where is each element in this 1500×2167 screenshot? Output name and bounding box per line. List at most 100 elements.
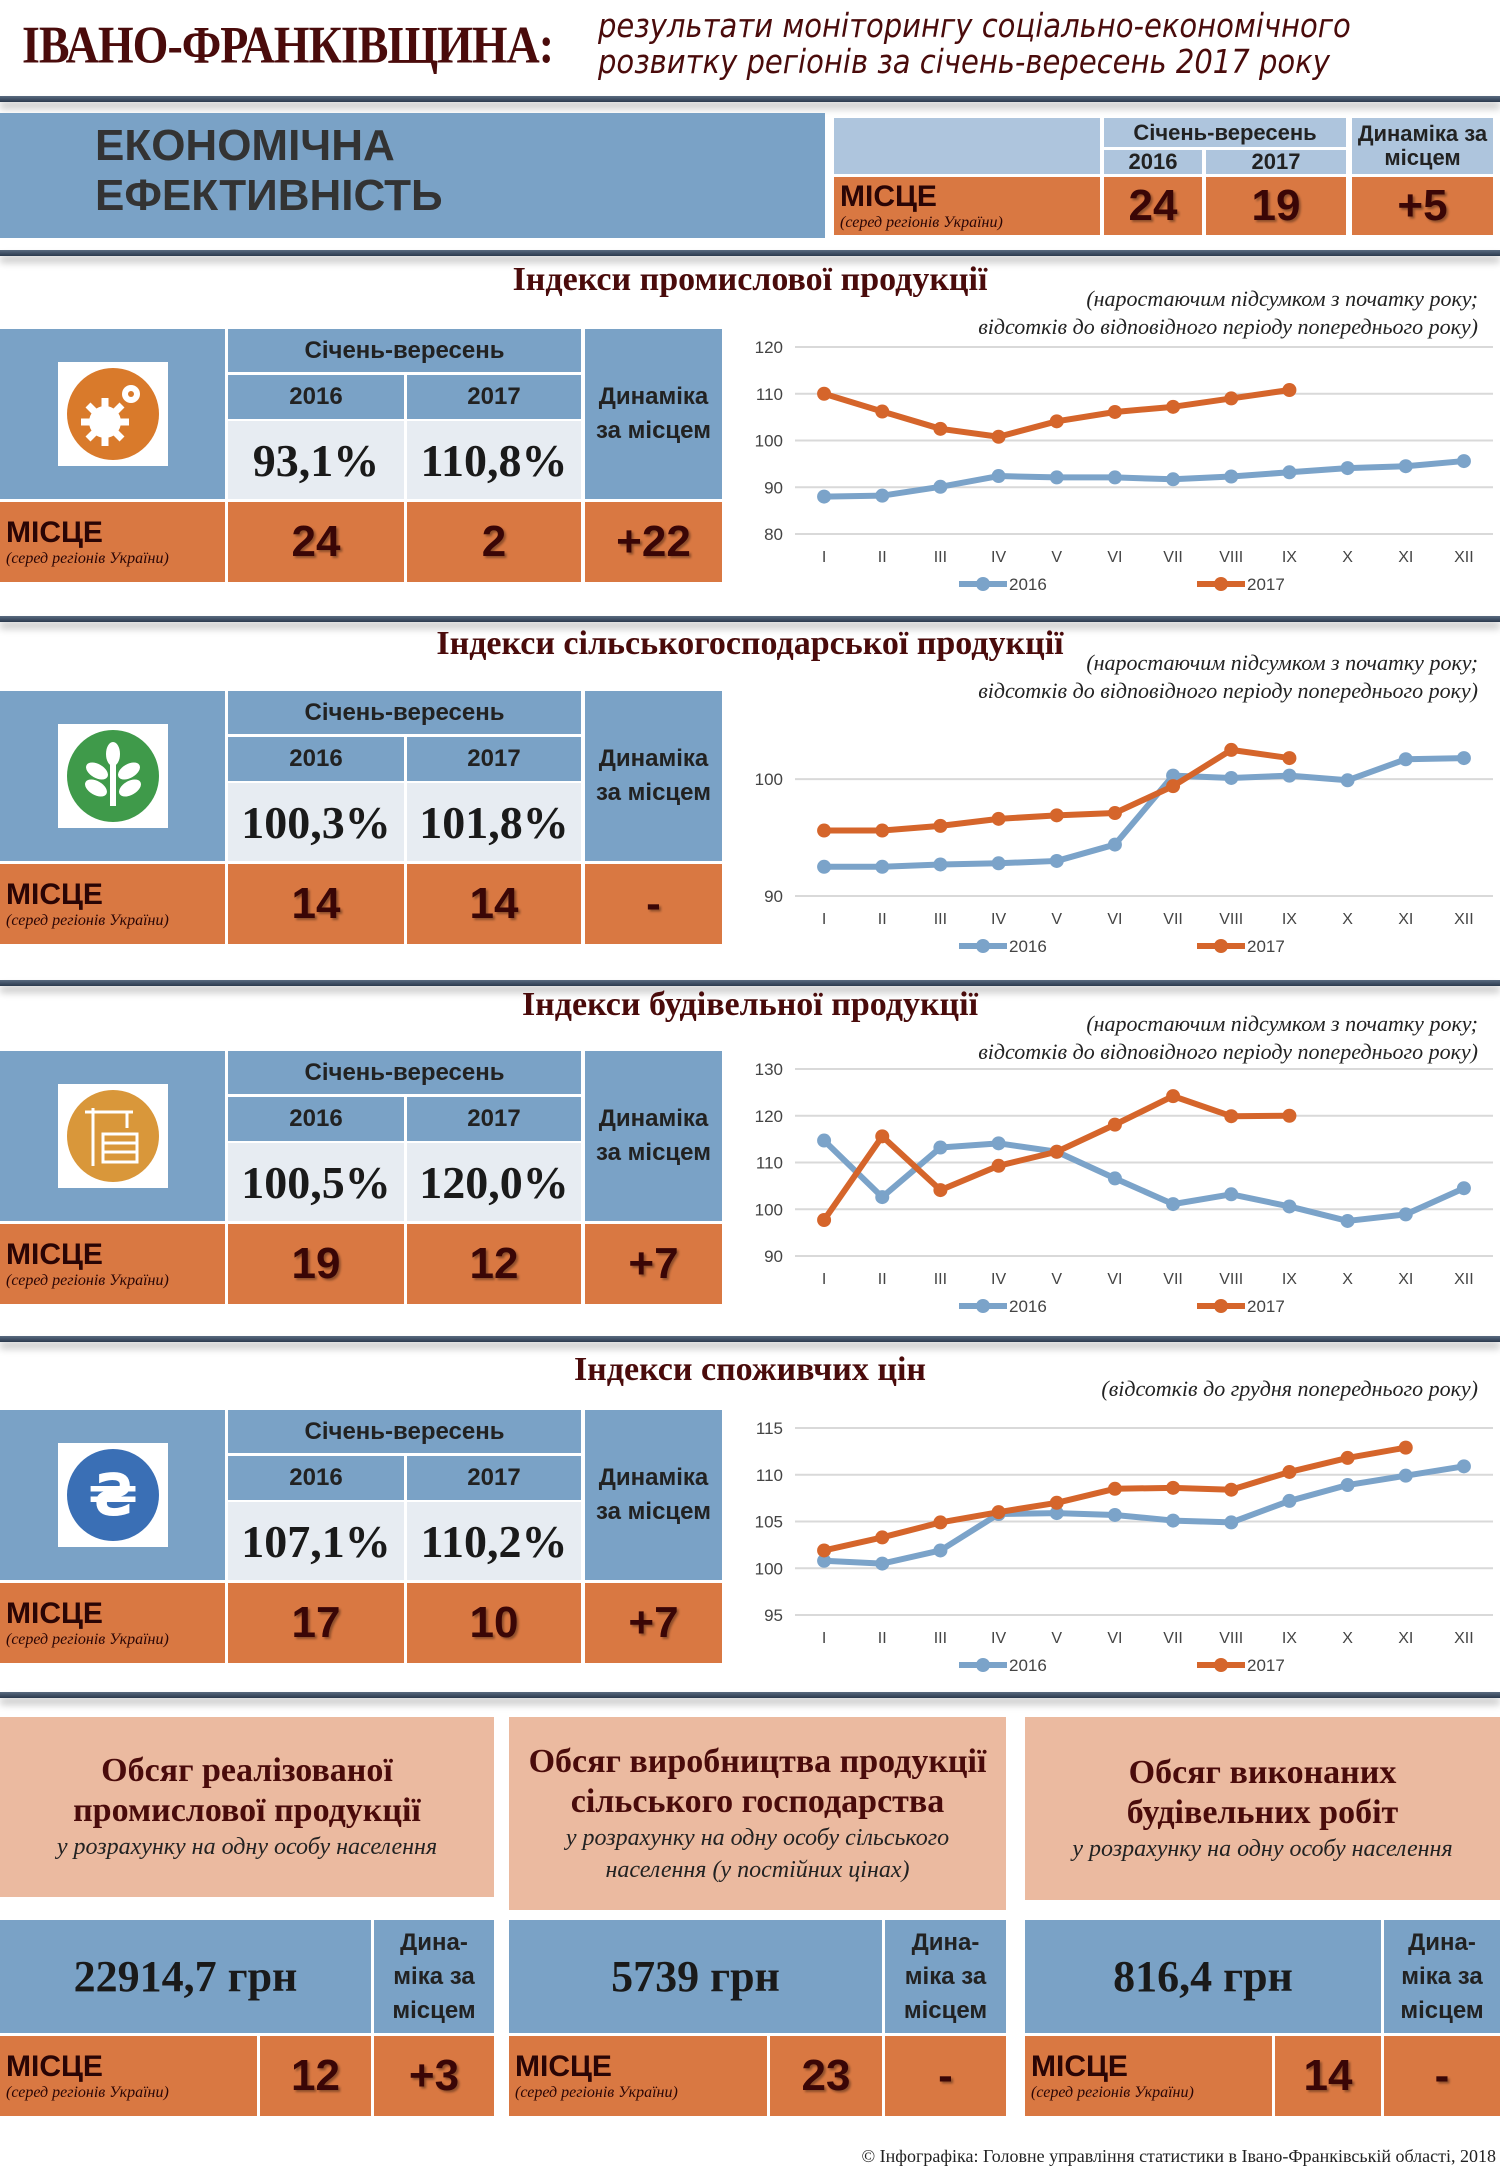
data-point-2017 [1282,1464,1297,1479]
x-tick-label: VI [1107,1271,1122,1288]
legend-label: 2016 [1009,1656,1047,1675]
place-label-cell: МІСЦЕ (серед регіонів України) [0,502,225,582]
year-2017-header: 2017 [407,375,581,419]
indicator-title: Обсяг реалізованої промислової продукції [73,1752,421,1829]
x-tick-label: IV [991,1630,1006,1647]
series-line-2017 [823,387,1290,440]
data-point-2016 [1456,751,1471,766]
legend-label: 2017 [1247,1656,1285,1675]
data-point-2017 [875,823,890,838]
section-note: (наростаючим підсумком з початку року; ві… [978,649,1478,705]
economy-title-line-2: ЕФЕКТИВНІСТЬ [95,171,443,220]
data-point-2017 [1224,391,1239,406]
dynamics-header: Дина-міка за місцем [1384,1920,1500,2033]
x-tick-label: IX [1282,1271,1297,1288]
place-2017: 10 [407,1583,581,1663]
x-tick-label: IV [991,1271,1006,1288]
place-note: (серед регіонів України) [840,214,1003,231]
place-2016: 14 [228,864,404,944]
x-tick-label: VII [1163,1630,1183,1647]
data-point-2017 [933,1515,948,1530]
place-label: МІСЦЕ [6,878,103,911]
data-point-2017 [1282,1108,1297,1123]
data-point-2017 [875,1129,890,1144]
value-2017: 120,0% [407,1143,581,1221]
indicator-title: Обсяг виробництва продукції сільського г… [528,1742,987,1820]
period-header: Січень-вересень [228,329,581,372]
data-point-2017 [1166,1089,1181,1104]
svg-text:₴: ₴ [88,1461,138,1529]
place-label: МІСЦЕ [6,1597,103,1630]
data-point-2016 [1456,1459,1471,1474]
x-tick-label: V [1051,1630,1062,1647]
data-point-2016 [1224,1515,1239,1530]
economy-year-2017: 2017 [1206,149,1346,174]
section-title: Індекси споживчих цін [573,1351,927,1388]
x-tick-label: V [1051,911,1062,928]
data-point-2016 [1107,837,1122,852]
divider [0,980,1500,986]
year-2016-header: 2016 [228,1456,404,1500]
value-2016: 100,5% [228,1143,404,1221]
x-tick-label: VI [1107,549,1122,566]
data-point-2017 [1224,1482,1239,1497]
place-dynamics: - [1384,2036,1500,2116]
legend-label: 2016 [1009,1297,1047,1316]
divider [0,616,1500,622]
place-dynamics: +7 [585,1224,722,1304]
x-tick-label: I [822,911,826,928]
x-tick-label: VI [1107,1630,1122,1647]
year-2017-header: 2017 [407,1097,581,1141]
value-2017: 110,2% [407,1502,581,1580]
section-title: Індекси промислової продукції [512,261,988,298]
data-point-2016 [991,469,1006,484]
y-tick-label: 110 [756,1466,783,1485]
period-header: Січень-вересень [228,1410,581,1453]
section-note-line-1: (наростаючим підсумком з початку року; [1086,286,1478,311]
place-note: (серед регіонів України) [6,912,169,929]
x-tick-label: VI [1107,911,1122,928]
dynamics-header: Динаміка за місцем [585,1051,722,1221]
section-note-line-2: відсотків до відповідного періоду попере… [978,1039,1478,1064]
place-note: (серед регіонів України) [1031,2084,1194,2101]
legend-marker [976,577,990,591]
data-point-2017 [817,823,832,838]
data-point-2017 [875,1530,890,1545]
data-point-2016 [1340,773,1355,788]
data-point-2017 [933,1183,948,1198]
value-2016: 100,3% [228,783,404,861]
series-line-2016 [824,458,1465,500]
data-point-2016 [1107,1507,1122,1522]
section-note-line-1: (наростаючим підсумком з початку року; [1086,650,1478,675]
data-point-2017 [1107,1117,1122,1132]
data-point-2017 [817,386,832,401]
economy-place-dynamics: +5 [1352,177,1493,235]
series-line-2017 [823,1444,1407,1554]
y-tick-label: 100 [755,1200,783,1219]
place-label: МІСЦЕ [840,180,937,213]
x-tick-label: VIII [1219,549,1243,566]
data-point-2016 [1456,454,1471,469]
data-point-2016 [1340,1213,1355,1228]
data-point-2016 [875,1190,890,1205]
place-2016: 24 [228,502,404,582]
dynamics-header: Дина-міка за місцем [885,1920,1006,2033]
x-tick-label: III [934,1630,947,1647]
data-point-2016 [991,856,1006,871]
bottom-indicator-header: Обсяг реалізованої промислової продукції… [0,1717,494,1897]
section-note: (наростаючим підсумком з початку року; ві… [978,285,1478,341]
economy-period: Січень-вересень [1104,118,1346,147]
indicator-subtitle: у розрахунку на одну особу сільського на… [565,1824,950,1883]
data-point-2017 [991,429,1006,444]
indicator-value: 22914,7 грн [0,1920,371,2033]
data-point-2016 [933,857,948,872]
period-header: Січень-вересень [228,691,581,734]
x-tick-label: II [878,911,887,928]
place-note: (серед регіонів України) [6,2084,169,2101]
icon-cell [0,691,225,861]
economy-place-2016: 24 [1104,177,1202,235]
bottom-indicator-header: Обсяг виробництва продукції сільського г… [509,1717,1006,1910]
icon-cell: ₴ [0,1410,225,1580]
data-point-2016 [1166,768,1181,783]
